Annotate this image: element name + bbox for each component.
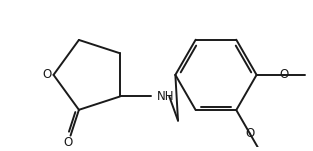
Text: O: O (42, 68, 51, 81)
Text: NH: NH (157, 90, 174, 103)
Text: O: O (279, 68, 288, 81)
Text: O: O (64, 135, 73, 149)
Text: O: O (245, 127, 254, 140)
